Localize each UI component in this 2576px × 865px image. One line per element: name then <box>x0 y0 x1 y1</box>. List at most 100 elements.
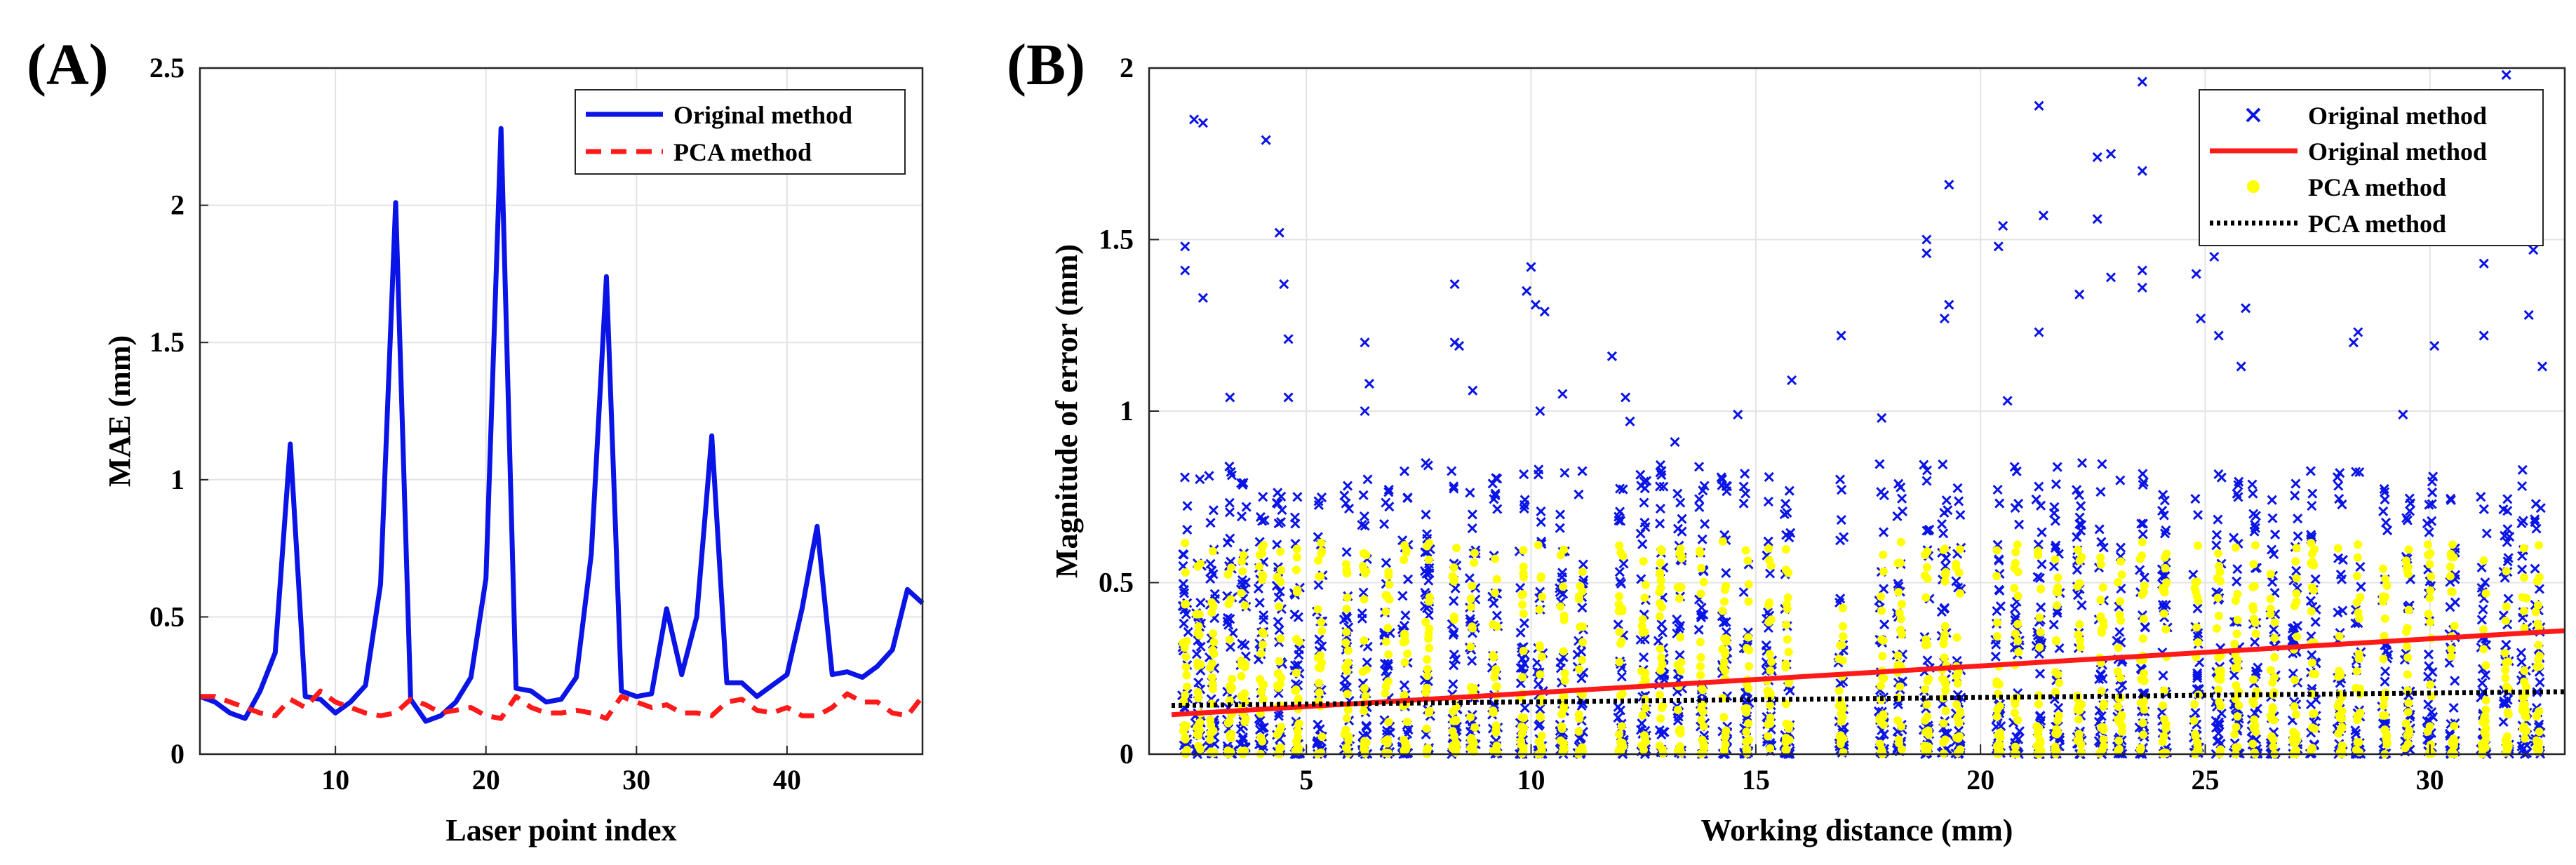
y-tick-label: 1 <box>1120 395 1134 427</box>
scatter-point-pca <box>2448 587 2457 596</box>
scatter-point-pca <box>1424 555 1433 564</box>
scatter-point-pca <box>2011 709 2019 718</box>
scatter-point-pca <box>2337 706 2347 716</box>
scatter-point-original <box>2114 626 2125 637</box>
scatter-point-pca <box>1227 730 1236 738</box>
scatter-point-original <box>2250 520 2260 530</box>
scatter-point-original <box>1614 516 1624 526</box>
scatter-point-pca <box>1559 545 1569 554</box>
scatter-point-pca <box>2033 730 2042 739</box>
scatter-point-original <box>1235 724 1246 735</box>
scatter-point-pca <box>1615 627 1624 636</box>
x-tick-label: 30 <box>622 764 650 796</box>
scatter-point-original <box>1951 576 1961 586</box>
scatter-point-pca <box>1578 638 1588 647</box>
scatter-point-pca <box>2404 545 2413 554</box>
scatter-point-pca <box>2115 610 2124 619</box>
scatter-point-pca <box>1181 539 1190 547</box>
panel-a-plot-area <box>200 68 923 754</box>
scatter-point-original <box>2253 662 2263 673</box>
scatter-point-pca <box>1238 567 1247 576</box>
scatter-point-pca <box>2138 590 2147 599</box>
scatter-point-original <box>1835 594 1846 604</box>
scatter-point-pca <box>1383 624 1393 633</box>
scatter-point-original <box>1237 735 1248 745</box>
scatter-point-original <box>2137 265 2147 276</box>
scatter-point-original <box>1222 537 1233 548</box>
scatter-point-pca <box>1924 742 1933 751</box>
legend-b-label-3: PCA method <box>2308 210 2446 238</box>
scatter-point-pca <box>2034 723 2044 732</box>
scatter-point-original <box>2446 495 2456 505</box>
scatter-point-pca <box>2290 676 2300 685</box>
scatter-point-pca <box>2233 590 2242 599</box>
scatter-point-pca <box>2231 543 2240 552</box>
scatter-point-original <box>1237 480 1248 490</box>
scatter-point-pca <box>1180 643 1189 652</box>
scatter-point-pca <box>2232 723 2241 732</box>
scatter-point-pca <box>2403 570 2413 579</box>
scatter-point-original <box>1954 496 1964 507</box>
scatter-point-pca <box>1341 638 1350 648</box>
scatter-point-pca <box>1655 588 1664 597</box>
scatter-point-pca <box>1536 670 1545 679</box>
scatter-point-pca <box>2534 641 2543 650</box>
scatter-point-original <box>1314 634 1324 645</box>
scatter-point-original <box>1515 627 1526 638</box>
scatter-point-pca <box>1340 730 1349 739</box>
scatter-point-original <box>2002 396 2013 406</box>
scatter-point-original <box>1535 704 1545 714</box>
scatter-point-pca <box>1537 652 1546 662</box>
scatter-point-original <box>1272 539 1282 550</box>
series-line-pca <box>200 688 925 721</box>
scatter-point-pca <box>2535 727 2544 737</box>
scatter-point-original <box>2380 487 2390 497</box>
scatter-point-pca <box>1316 664 1325 673</box>
scatter-point-original <box>2354 467 2365 478</box>
scatter-point-pca <box>1992 712 2001 721</box>
scatter-point-pca <box>1641 669 1650 678</box>
x-tick-label: 20 <box>472 764 500 796</box>
scatter-point-original <box>2014 726 2025 737</box>
scatter-point-pca <box>2533 577 2542 586</box>
scatter-point-pca <box>1193 688 1202 697</box>
scatter-point-original <box>2247 479 2258 490</box>
scatter-point-pca <box>1558 748 1567 757</box>
scatter-point-pca <box>1181 652 1190 662</box>
legend-b-label-1: Original method <box>2308 138 2487 166</box>
scatter-point-pca <box>1743 744 1752 753</box>
x-tick-label: 25 <box>2191 764 2219 796</box>
scatter-point-original <box>2094 524 2105 535</box>
scatter-point-pca <box>1258 544 1266 552</box>
scatter-point-pca <box>2248 739 2258 749</box>
scatter-point-original <box>1358 490 1369 500</box>
scatter-point-original <box>2157 600 2168 610</box>
fit-line-original <box>1171 628 2565 718</box>
scatter-point-pca <box>1317 626 1327 636</box>
scatter-point-original <box>1522 286 1532 296</box>
scatter-point-pca <box>1764 732 1773 741</box>
scatter-point-pca <box>2531 608 2540 617</box>
scatter-point-pca <box>2140 581 2149 590</box>
scatter-point-pca <box>2036 739 2045 748</box>
scatter-point-pca <box>2450 737 2459 746</box>
scatter-point-pca <box>1766 666 1775 675</box>
scatter-point-original <box>1944 180 1954 190</box>
scatter-point-original <box>1294 650 1304 660</box>
scatter-point-pca <box>1878 652 1887 661</box>
scatter-point-pca <box>2011 629 2020 638</box>
scatter-point-pca <box>2380 711 2389 720</box>
scatter-point-pca <box>1425 593 1434 602</box>
scatter-point-original <box>1205 518 1216 528</box>
scatter-point-pca <box>1361 692 1370 701</box>
scatter-point-original <box>1555 523 1565 533</box>
scatter-point-original <box>1780 499 1791 509</box>
scatter-point-pca <box>1256 733 1266 742</box>
scatter-point-original <box>1449 596 1459 606</box>
scatter-point-pca <box>1344 736 1353 745</box>
scatter-point-original <box>2014 519 2025 530</box>
scatter-point-original <box>2499 696 2509 706</box>
scatter-point-pca <box>2160 686 2169 695</box>
scatter-point-pca <box>2290 702 2299 711</box>
scatter-point-original <box>1921 234 1932 245</box>
